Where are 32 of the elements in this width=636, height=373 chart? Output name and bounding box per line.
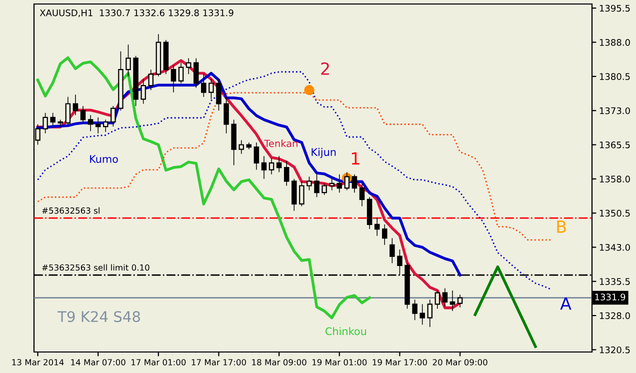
y-tick-label: 1328.0 xyxy=(600,312,630,320)
y-tick-label: 1358.0 xyxy=(600,176,630,182)
x-tick-label: 17 Mar 01:00 xyxy=(132,359,186,366)
ref-line-label: 1331.9 xyxy=(595,294,626,300)
ref-line-label: #53632563 sl xyxy=(42,207,100,214)
annotation: 1 xyxy=(352,152,360,165)
annotation: Kijun xyxy=(312,148,336,158)
y-tick-label: 1395.5 xyxy=(600,4,630,12)
text: XAUUSD,H1 1330.7 1332.6 1329.8 1331.9 xyxy=(40,9,234,18)
x-tick-label: 20 Mar 09:00 xyxy=(432,359,488,366)
y-tick-label: 1343.0 xyxy=(600,244,630,251)
y-tick-label: 1335.5 xyxy=(600,278,630,285)
x-tick-label: 18 Mar 09:00 xyxy=(252,359,306,366)
y-tick-label: 1380.5 xyxy=(600,73,630,80)
y-tick-label: 1365.5 xyxy=(600,141,630,148)
annotation: A xyxy=(560,297,572,310)
x-tick-label: 17 Mar 17:00 xyxy=(192,359,246,366)
annotation: Tenkan xyxy=(264,140,298,148)
x-tick-label: 13 Mar 2014 xyxy=(12,359,64,366)
y-tick-label: 1320.5 xyxy=(600,346,630,354)
x-tick-label: 14 Mar 07:00 xyxy=(71,359,126,366)
ref-line-label: #53632563 sell limit 0.10 xyxy=(42,264,150,271)
annotation: T9 K24 S48 xyxy=(58,311,140,322)
y-tick-label: 1373.0 xyxy=(600,107,630,114)
annotation: 2 xyxy=(321,62,329,75)
annotation: B xyxy=(557,220,566,233)
x-tick-label: 19 Mar 01:00 xyxy=(312,359,367,366)
annotation: Chinkou xyxy=(326,327,366,336)
annotation: Kumo xyxy=(90,155,118,163)
y-tick-label: 1350.5 xyxy=(600,210,630,217)
y-tick-label: 1388.0 xyxy=(600,38,630,46)
x-tick-label: 19 Mar 17:00 xyxy=(372,359,427,366)
